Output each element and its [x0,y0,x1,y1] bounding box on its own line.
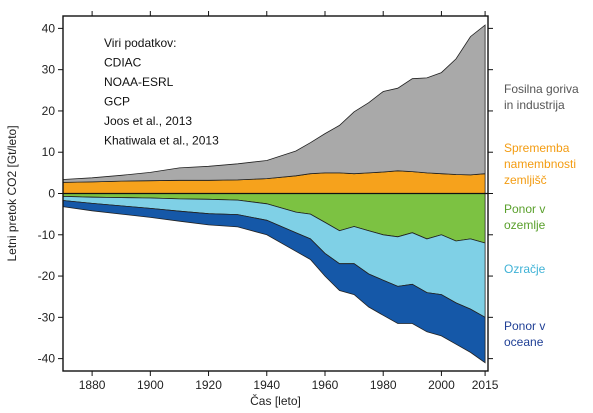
y-tick-label: -30 [38,310,56,324]
series-label: Ponor v [504,319,545,333]
source-item: CDIAC [104,56,142,70]
source-item: Khatiwala et al., 2013 [104,134,219,148]
series-label: Ponor v [504,202,545,216]
area-series [62,24,486,183]
y-tick-label: 40 [42,21,56,35]
source-item: GCP [104,95,130,109]
series-label: Sprememba [504,141,570,155]
x-tick-label: 1920 [195,378,222,392]
source-item: NOAA-ESRL [104,75,174,89]
axis-ticks: 40 30 20 10 0 -10 -20 -30 -40 1880 1900 1920 1940 196… [38,11,499,392]
area-series [62,200,486,364]
area-layers [62,24,486,364]
source-item: Joos et al., 2013 [104,114,192,128]
y-tick-label: 30 [42,63,56,77]
series-labels: Fosilna goriva in industrija Sprememba name… [504,82,579,349]
y-tick-label: -10 [38,228,56,242]
y-tick-label: 20 [42,104,56,118]
series-label: Ozračje [504,262,546,276]
series-label: namembnosti [504,157,576,171]
y-tick-label: -40 [38,352,56,366]
x-tick-label: 1980 [370,378,397,392]
series-label: oceane [504,335,544,349]
x-tick-label: 1960 [312,378,339,392]
y-tick-label: 10 [42,145,56,159]
x-tick-label: 1900 [137,378,164,392]
x-tick-label: 1940 [253,378,280,392]
x-axis-title: Čas [leto] [250,393,301,408]
y-tick-label: -20 [38,269,56,283]
x-tick-label: 1880 [79,378,106,392]
data-sources-box: Viri podatkov: CDIAC NOAA-ESRL GCP Joos … [104,36,219,148]
series-label: Fosilna goriva [504,82,579,96]
y-axis-title: Letni pretok CO2 [Gt/leto] [5,125,19,261]
series-label: zemljišč [504,173,547,187]
series-label: in industrija [504,98,565,112]
x-tick-label: 2015 [472,378,499,392]
y-tick-label: 0 [48,187,55,201]
sources-title: Viri podatkov: [104,36,177,50]
x-tick-label: 2000 [428,378,455,392]
series-label: ozemlje [504,218,546,232]
